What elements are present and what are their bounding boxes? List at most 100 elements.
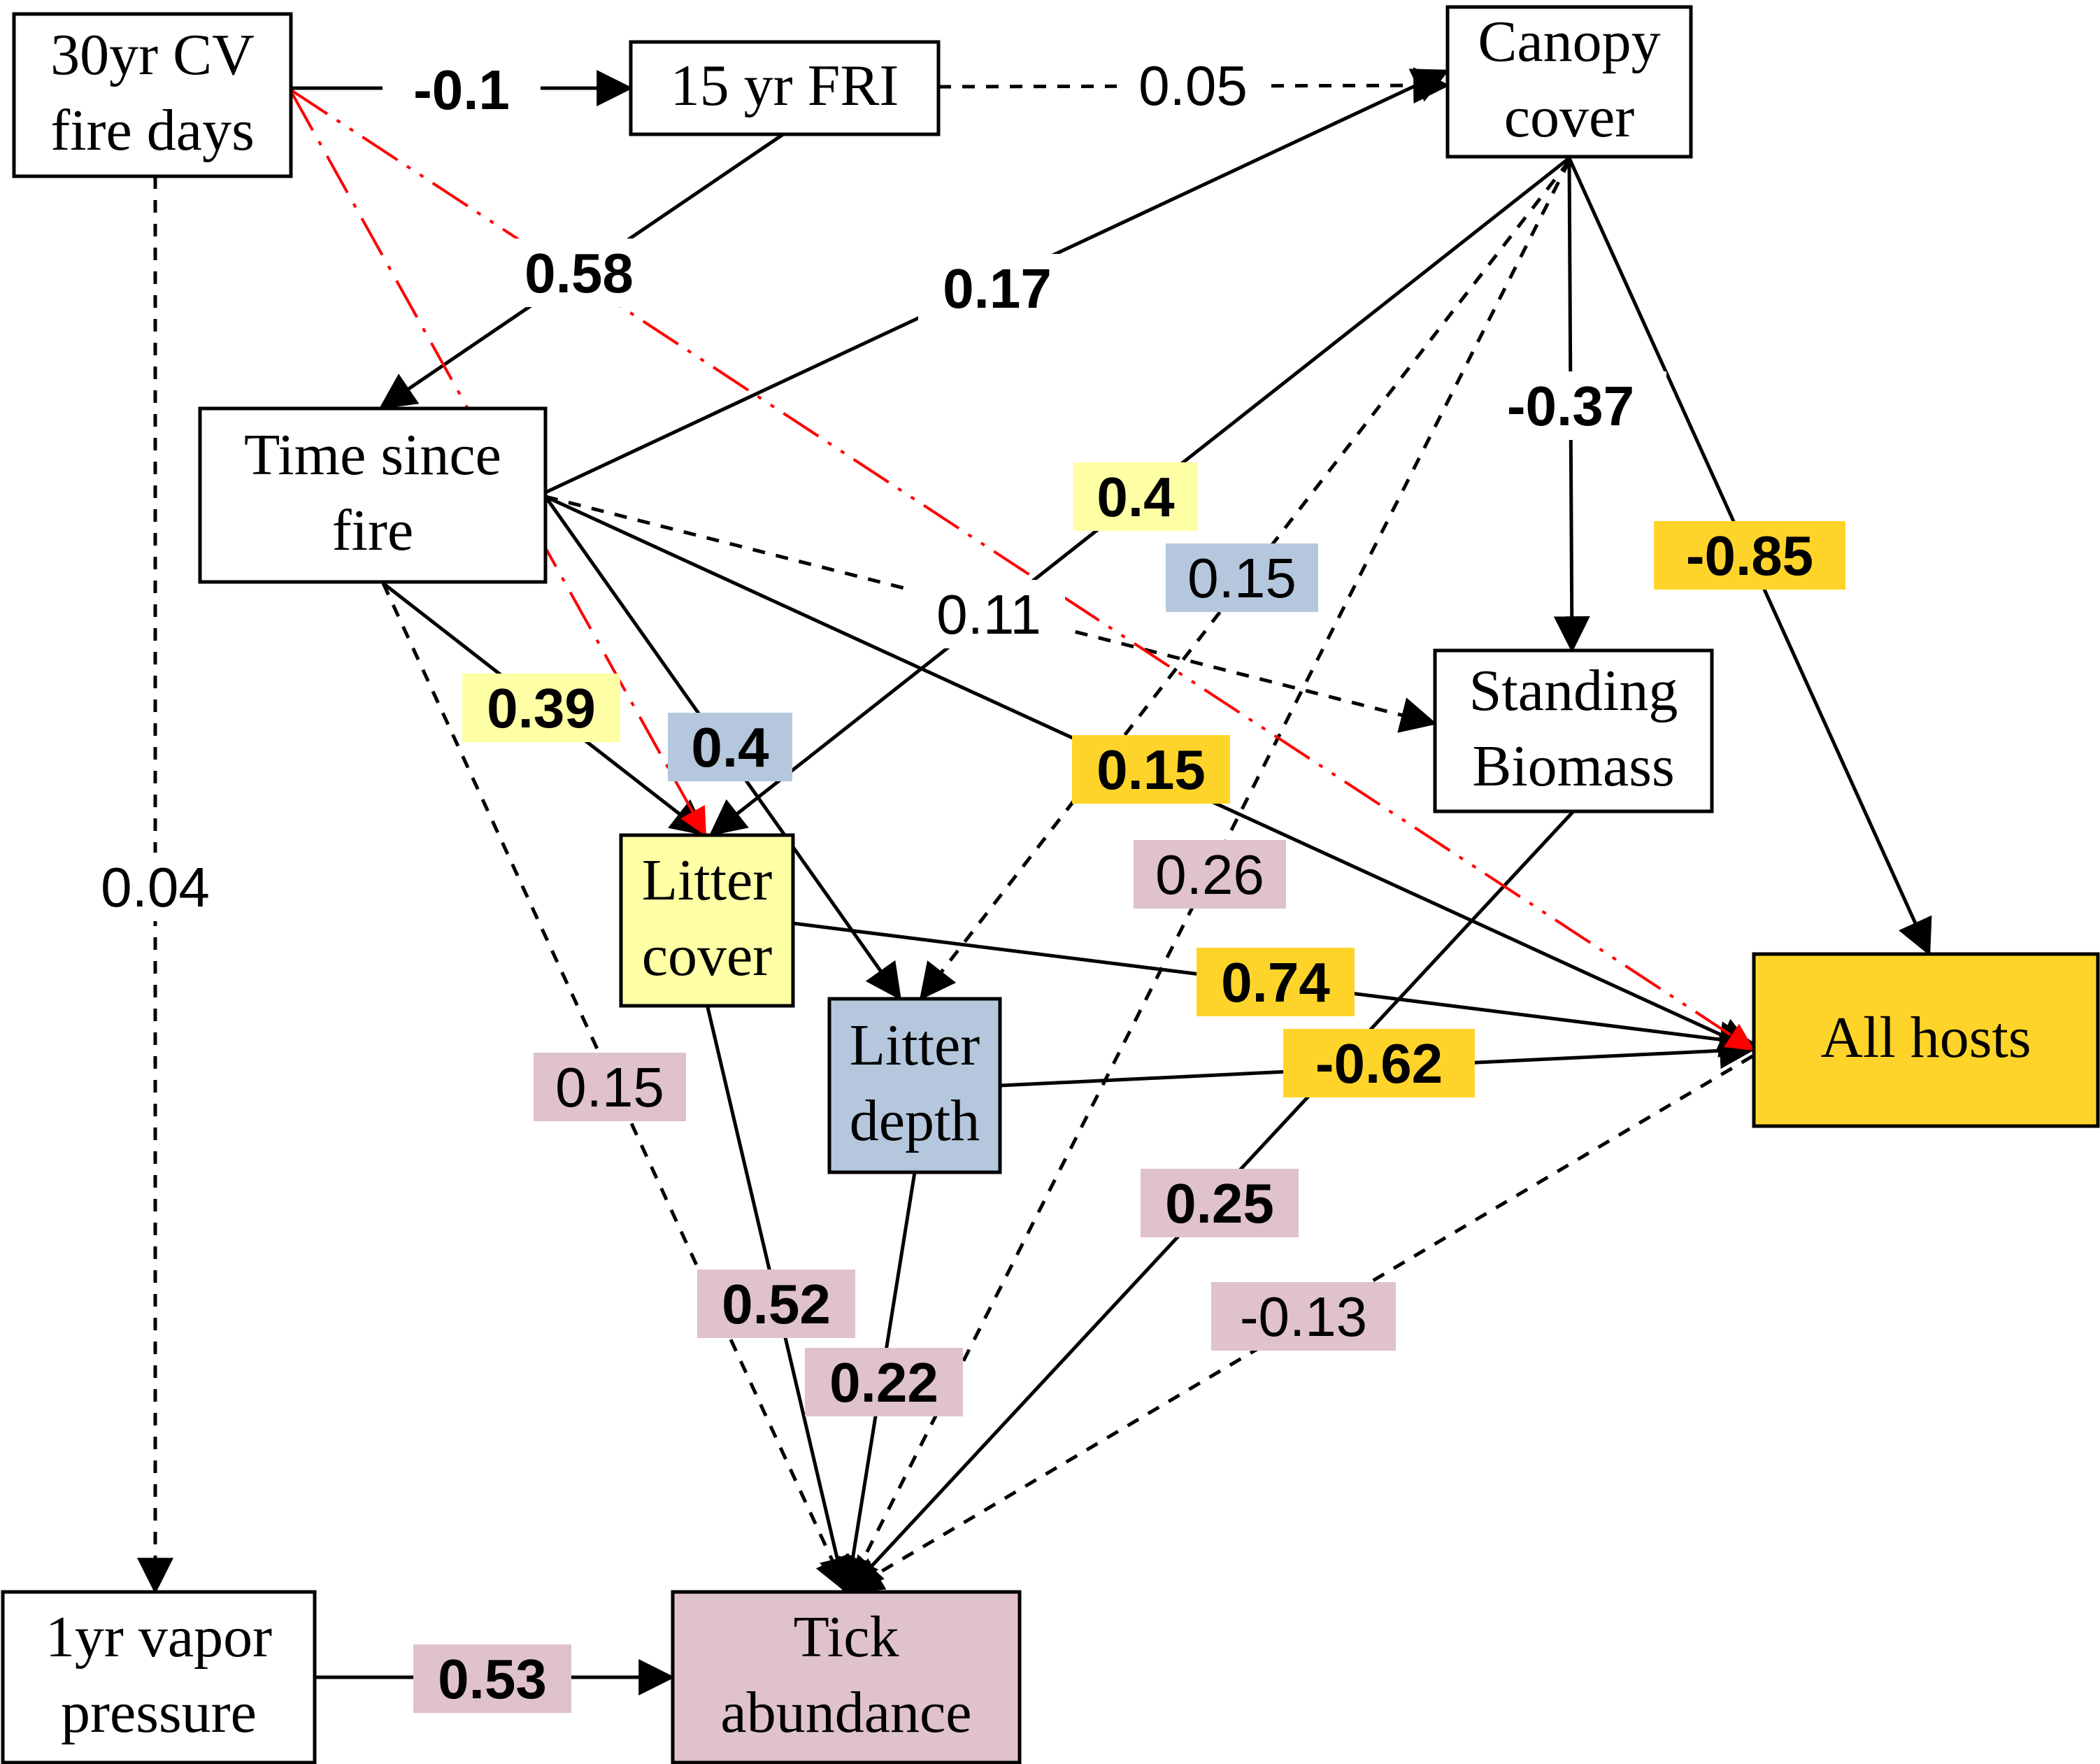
node-cv-fire-days: 30yr CV fire days	[12, 12, 293, 178]
edge-label-text: 0.4	[1097, 466, 1175, 528]
node-box	[629, 40, 941, 136]
node-standing-biomass: Standing Biomass	[1433, 648, 1714, 813]
node-label-line: Tick	[794, 1605, 899, 1670]
node-label-line: Litter	[850, 1013, 980, 1078]
edge-label-text: 0.4	[691, 716, 769, 778]
edge-label-bg	[1211, 1282, 1396, 1351]
edge-label-text: 0.26	[1155, 844, 1264, 906]
edge-label-bg	[1134, 840, 1286, 909]
node-litter-depth: Litter depth	[827, 997, 1002, 1174]
edge-label-fri-tsf: 0.58	[500, 239, 658, 307]
edge-label-hosts-tick: -0.13	[1211, 1282, 1396, 1351]
node-box	[1433, 648, 1714, 813]
edge-label-littercover-tick: 0.52	[697, 1269, 855, 1338]
node-box	[619, 833, 795, 1008]
node-label-line: fire days	[50, 98, 255, 163]
edge-label-bg	[413, 1644, 571, 1713]
node-label-line: Litter	[642, 848, 773, 913]
edge-label-bg	[697, 1269, 855, 1338]
edge-label-text: 0.53	[438, 1648, 547, 1710]
edge-label-tsf-tick: 0.15	[534, 1053, 686, 1121]
node-box	[827, 997, 1002, 1174]
node-label-line: cover	[1504, 85, 1635, 150]
edge-label-bg	[918, 254, 1076, 322]
edge-label-canopy-biomass: -0.37	[1475, 371, 1666, 440]
node-box	[1, 1590, 317, 1764]
edge-label-text: -0.1	[413, 59, 510, 121]
labels-layer: -0.1 0.050.58 0.170.040.40.15-0.37-0.850.1…	[79, 51, 1845, 1713]
node-label-line: Time since	[244, 422, 501, 488]
edge-label-bg	[668, 713, 792, 781]
edge-label-depth-hosts: -0.62	[1283, 1029, 1475, 1097]
node-label-line: abundance	[720, 1680, 971, 1745]
edge-label-tsf-litter: 0.39	[462, 674, 620, 742]
edge-label-text: -0.37	[1507, 375, 1634, 437]
edge-label-bg	[534, 1053, 686, 1121]
edge-label-depth-tick: 0.22	[805, 1348, 963, 1416]
edge-label-text: 0.15	[555, 1056, 664, 1118]
node-box	[671, 1590, 1022, 1764]
edge-label-bg	[1654, 521, 1845, 590]
node-box	[12, 12, 293, 178]
edge-label-bg	[383, 55, 541, 124]
edge-label-tsf-depth: 0.4	[668, 713, 792, 781]
node-box	[1445, 5, 1693, 159]
node-label-line: Canopy	[1478, 9, 1660, 74]
edge-label-bg	[1072, 735, 1230, 804]
edge-label-bg	[500, 239, 658, 307]
edge-label-text: -0.13	[1240, 1286, 1367, 1348]
edge-label-fri-canopy: 0.05	[1117, 51, 1269, 120]
edge-label-text: 0.25	[1165, 1172, 1274, 1235]
edge-label-tsf-biomass: 0.11	[913, 580, 1065, 648]
edge-label-text: 0.11	[936, 583, 1041, 646]
edge-label-text: -0.85	[1686, 525, 1813, 587]
node-fri15: 15 yr FRI	[629, 40, 941, 136]
edge-label-bg	[1117, 51, 1269, 120]
edge-label-littercover-hosts: 0.74	[1197, 948, 1355, 1016]
edge-label-cv-vapor: 0.04	[79, 853, 231, 921]
nodes-layer: 30yr CV fire days 15 yr FRI Canopy cover Time…	[1, 5, 2100, 1764]
edge-canopy-tick	[845, 159, 1571, 1594]
node-litter-cover: Litter cover	[619, 833, 795, 1008]
edge-label-bg	[1166, 543, 1318, 612]
edge-label-text: 0.04	[101, 856, 210, 918]
edge-label-bg	[805, 1348, 963, 1416]
node-label-line: Standing	[1469, 658, 1678, 723]
edge-label-bg	[79, 853, 231, 921]
edge-label-text: 0.15	[1187, 547, 1297, 609]
edge-label-text: 0.74	[1221, 951, 1330, 1013]
node-label-line: 15 yr FRI	[671, 53, 899, 118]
edge-label-bg	[1283, 1029, 1475, 1097]
node-canopy-cover: Canopy cover	[1445, 5, 1693, 159]
node-label-line: depth	[850, 1088, 980, 1153]
node-box	[198, 406, 548, 584]
edge-label-canopy-tick: 0.26	[1134, 840, 1286, 909]
edge-label-bg	[1475, 371, 1666, 440]
edge-label-bg	[1141, 1169, 1299, 1237]
edge-label-biomass-tick: 0.25	[1141, 1169, 1299, 1237]
node-all-hosts: All hosts	[1752, 952, 2100, 1128]
node-label-line: 1yr vapor	[45, 1605, 272, 1670]
edge-label-tsf-hosts: 0.15	[1072, 735, 1230, 804]
node-label-line: All hosts	[1820, 1005, 2031, 1070]
edge-label-canopy-litter: 0.4	[1073, 462, 1198, 531]
edge-label-text: 0.58	[524, 242, 634, 304]
edge-label-text: 0.39	[487, 677, 596, 739]
edge-label-canopy-hosts: -0.85	[1654, 521, 1845, 590]
node-label-line: pressure	[61, 1680, 257, 1745]
edge-label-cv-fri: -0.1	[383, 55, 541, 124]
edge-label-text: 0.17	[943, 257, 1052, 320]
edge-label-bg	[1197, 948, 1355, 1016]
edge-label-vapor-tick: 0.53	[413, 1644, 571, 1713]
node-time-since-fire: Time since fire	[198, 406, 548, 584]
node-tick-abundance: Tick abundance	[671, 1590, 1022, 1764]
edge-label-bg	[1073, 462, 1198, 531]
node-label-line: 30yr CV	[50, 22, 255, 87]
node-vapor-pressure: 1yr vapor pressure	[1, 1590, 317, 1764]
edge-label-text: -0.62	[1315, 1032, 1443, 1095]
node-box	[1752, 952, 2100, 1128]
node-label-line: Biomass	[1472, 734, 1674, 799]
edge-label-tsf-canopy: 0.17	[918, 254, 1076, 322]
edge-label-text: 0.52	[722, 1273, 831, 1335]
